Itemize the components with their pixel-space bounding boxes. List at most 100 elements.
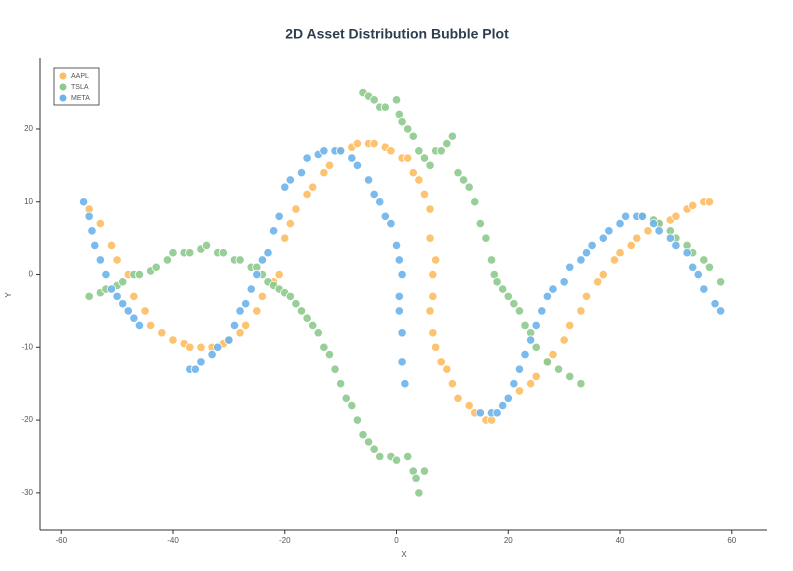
point [665, 233, 675, 243]
point [380, 211, 390, 221]
point [615, 248, 625, 258]
point [241, 299, 251, 309]
point [308, 320, 318, 331]
point [101, 269, 111, 280]
x-axis-label: X [401, 550, 407, 559]
legend-marker [59, 83, 67, 91]
point [425, 160, 435, 170]
point [682, 248, 692, 258]
point [632, 233, 642, 243]
point [414, 488, 424, 498]
point [414, 175, 424, 185]
point [369, 95, 379, 105]
point [481, 233, 491, 243]
point [609, 255, 620, 265]
point [196, 342, 206, 352]
point [710, 299, 720, 309]
point [548, 349, 558, 360]
point [498, 400, 508, 411]
point [285, 175, 295, 185]
point [526, 379, 536, 389]
point [581, 291, 592, 301]
point [87, 226, 97, 236]
point [140, 306, 150, 316]
point [241, 320, 251, 331]
point [688, 262, 698, 272]
point [503, 393, 513, 403]
point [168, 335, 178, 345]
point [134, 269, 145, 280]
point [235, 306, 245, 316]
point [285, 291, 295, 301]
point [411, 473, 421, 483]
point [394, 291, 404, 301]
point [263, 248, 273, 258]
point [565, 320, 575, 331]
point [224, 335, 234, 345]
legend-label: TSLA [71, 84, 89, 91]
y-axis-label: Y [4, 292, 13, 298]
point [112, 255, 122, 265]
point [185, 248, 195, 258]
point [319, 146, 329, 156]
x-tick-label: -60 [55, 536, 67, 545]
point [291, 204, 301, 214]
point [386, 146, 396, 156]
point [341, 393, 351, 403]
point [503, 291, 513, 301]
point [84, 211, 94, 221]
point [397, 117, 407, 127]
point [442, 364, 452, 374]
point [520, 349, 530, 360]
point [699, 255, 709, 265]
y-tick-label: 10 [24, 197, 33, 206]
x-tick-label: -20 [279, 536, 291, 545]
point [615, 218, 625, 229]
point [576, 255, 586, 265]
point [704, 262, 715, 272]
point [134, 320, 145, 331]
point [428, 328, 438, 338]
point [464, 400, 474, 411]
point [492, 408, 502, 418]
point [369, 189, 379, 200]
point [213, 342, 223, 352]
point [118, 277, 128, 287]
x-tick-label: 20 [504, 536, 513, 545]
point [84, 291, 94, 301]
point [576, 379, 586, 389]
point [428, 291, 438, 301]
point [394, 306, 404, 316]
point [509, 299, 519, 309]
point [118, 299, 128, 309]
point [542, 357, 552, 367]
point [201, 240, 212, 251]
point [637, 211, 647, 221]
point [559, 335, 569, 345]
point [336, 146, 346, 156]
point [428, 269, 438, 280]
point [693, 269, 703, 280]
point [716, 277, 726, 287]
point [400, 379, 410, 389]
point [257, 255, 268, 265]
point [431, 255, 441, 265]
x-tick-label: 0 [394, 536, 399, 545]
point [274, 269, 284, 280]
point [442, 138, 452, 149]
point [319, 168, 329, 178]
point [391, 455, 402, 465]
point [431, 342, 441, 352]
series [84, 87, 726, 498]
point [369, 138, 379, 149]
point [598, 233, 608, 243]
point [285, 218, 295, 229]
legend-label: META [71, 95, 90, 102]
point [246, 284, 256, 294]
point [671, 211, 681, 221]
point [218, 248, 228, 258]
point [520, 320, 530, 331]
point [380, 102, 390, 112]
point [531, 320, 541, 331]
point [425, 204, 435, 214]
